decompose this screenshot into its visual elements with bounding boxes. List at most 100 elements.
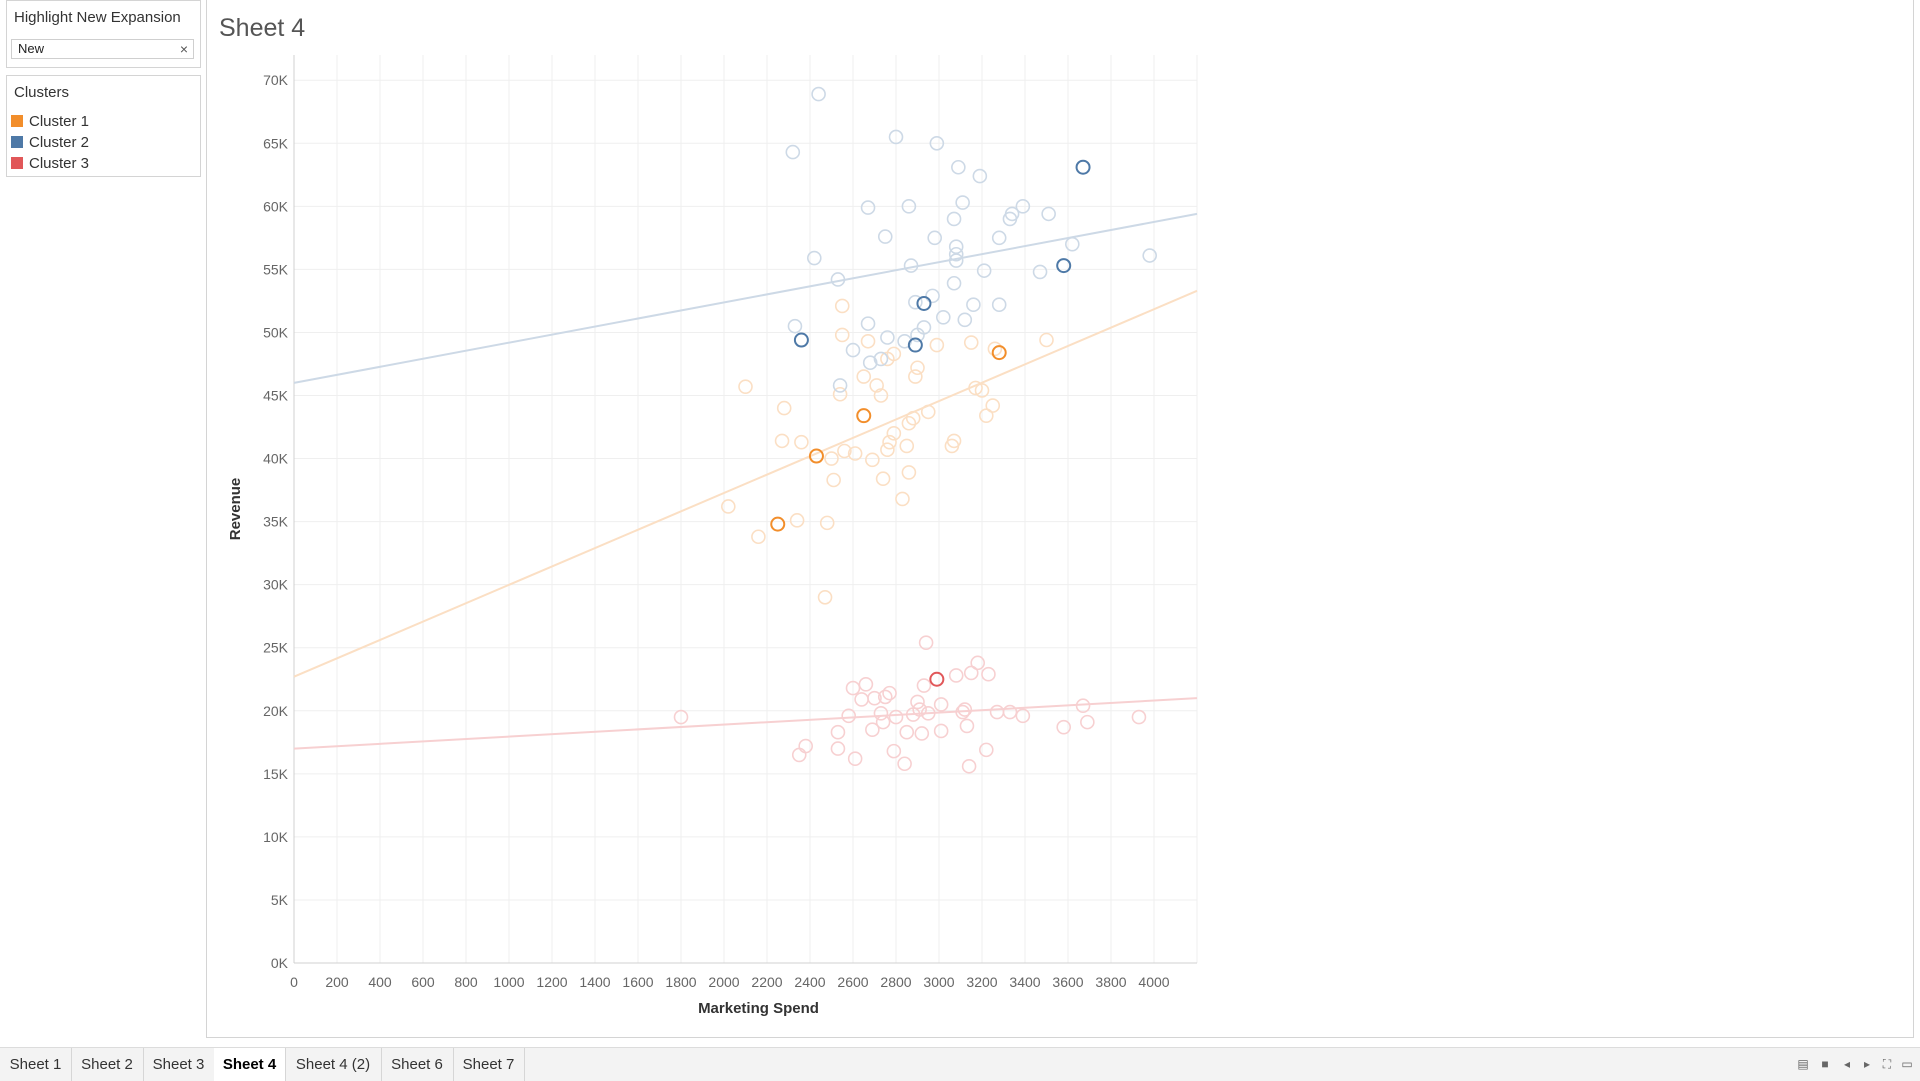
data-point	[908, 369, 923, 384]
y-tick-label: 55K	[263, 261, 289, 277]
data-point	[933, 697, 949, 712]
data-point	[830, 724, 846, 740]
tab-sheet-6[interactable]: Sheet 6	[381, 1048, 454, 1081]
x-tick-label: 1400	[579, 974, 610, 990]
trend-line	[293, 289, 1198, 678]
data-point	[806, 250, 822, 266]
data-point	[959, 718, 975, 734]
x-tick-label: 3000	[923, 974, 954, 990]
data-point	[856, 369, 872, 384]
highlight-input-value[interactable]: New	[18, 41, 45, 56]
data-point	[886, 743, 902, 759]
data-point	[903, 258, 919, 273]
data-point	[877, 689, 893, 705]
data-point	[1075, 698, 1091, 714]
x-tick-label: 400	[368, 974, 392, 990]
legend-item-cluster-2[interactable]: Cluster 2	[11, 133, 89, 153]
x-tick-label: 2800	[880, 974, 911, 990]
next-sheet-icon[interactable]: ▸	[1863, 1057, 1871, 1071]
x-tick-label: 1800	[665, 974, 696, 990]
data-point	[847, 751, 863, 767]
tab-sheet-3[interactable]: Sheet 3	[143, 1048, 215, 1081]
trend-line	[293, 697, 1198, 750]
data-point	[1080, 714, 1095, 730]
data-point	[834, 298, 850, 314]
highlight-input[interactable]: New ×	[11, 39, 194, 59]
first-sheet-icon[interactable]: ◂	[1843, 1057, 1851, 1071]
data-point-highlighted	[929, 671, 945, 687]
x-tick-label: 2400	[794, 974, 825, 990]
tab-sheet-7[interactable]: Sheet 7	[453, 1048, 525, 1081]
data-point	[845, 680, 861, 696]
data-point	[794, 434, 809, 450]
data-point-highlighted	[793, 332, 809, 348]
data-point	[946, 433, 962, 449]
x-tick-label: 1200	[536, 974, 567, 990]
legend-item-cluster-3[interactable]: Cluster 3	[11, 154, 89, 174]
data-point	[817, 589, 833, 605]
data-point	[875, 471, 891, 487]
data-point	[819, 515, 835, 531]
data-point	[927, 230, 943, 246]
trend-line	[293, 212, 1198, 384]
data-point	[854, 692, 869, 707]
data-point	[1032, 264, 1048, 280]
tab-sheet-4[interactable]: Sheet 4	[214, 1048, 286, 1081]
x-axis-title: Marketing Spend	[698, 1000, 819, 1017]
data-point	[963, 665, 979, 681]
data-point	[860, 333, 876, 349]
x-tick-label: 2200	[751, 974, 782, 990]
data-point	[841, 708, 857, 724]
x-tick-label: 3600	[1052, 974, 1083, 990]
clear-icon[interactable]: ×	[179, 41, 188, 57]
data-point-highlighted	[856, 408, 872, 424]
data-point	[929, 337, 945, 353]
data-point	[1015, 708, 1031, 724]
data-point	[948, 253, 964, 268]
data-point	[1142, 248, 1158, 263]
fullscreen-icon[interactable]: ⛶	[1882, 1057, 1892, 1071]
data-point	[920, 404, 936, 420]
data-point	[847, 446, 863, 461]
y-tick-label: 10K	[263, 829, 289, 845]
data-point	[989, 704, 1005, 720]
data-point	[905, 410, 921, 426]
y-tick-label: 5K	[271, 892, 289, 908]
tab-sheet-4-2[interactable]: Sheet 4 (2)	[285, 1048, 382, 1081]
data-point	[948, 246, 964, 262]
data-point	[832, 378, 848, 393]
data-point	[873, 351, 889, 367]
data-point	[869, 378, 884, 393]
data-point	[888, 709, 904, 725]
data-point	[875, 714, 891, 730]
data-point	[811, 86, 826, 102]
data-point	[787, 318, 803, 334]
x-tick-label: 600	[411, 974, 435, 990]
present-icon[interactable]: ▭	[1901, 1057, 1913, 1071]
grid-view-icon[interactable]: ▤	[1797, 1057, 1809, 1071]
data-point	[1131, 709, 1147, 725]
data-point	[845, 342, 861, 358]
y-tick-label: 25K	[263, 640, 289, 656]
data-point-highlighted	[991, 345, 1007, 361]
data-point	[910, 694, 925, 710]
scatter-plot[interactable]: 0K 5K 10K 15K 20K 25K 30K 35K 40K 45K 50K 55K 60K 65K…	[207, 0, 1913, 1037]
data-point	[910, 360, 925, 376]
tab-sheet-2[interactable]: Sheet 2	[71, 1048, 144, 1081]
legend-item-cluster-1[interactable]: Cluster 1	[11, 112, 89, 132]
legend-label: Cluster 1	[29, 113, 90, 130]
data-point-highlighted	[770, 516, 786, 532]
data-point	[978, 742, 994, 758]
y-tick-label: 65K	[263, 135, 289, 151]
data-point	[961, 758, 977, 774]
tab-sheet-1[interactable]: Sheet 1	[0, 1048, 72, 1081]
sheet-tab-bar: Sheet 1 Sheet 2 Sheet 3 Sheet 4 Sheet 4 …	[0, 1047, 1920, 1081]
data-point	[865, 452, 880, 468]
data-point-highlighted	[808, 448, 824, 464]
x-tick-label: 3200	[966, 974, 997, 990]
data-point	[1056, 719, 1072, 735]
y-tick-label: 20K	[263, 703, 289, 719]
list-view-icon[interactable]: ■	[1821, 1057, 1829, 1071]
data-point	[873, 705, 889, 721]
data-point	[974, 383, 990, 398]
